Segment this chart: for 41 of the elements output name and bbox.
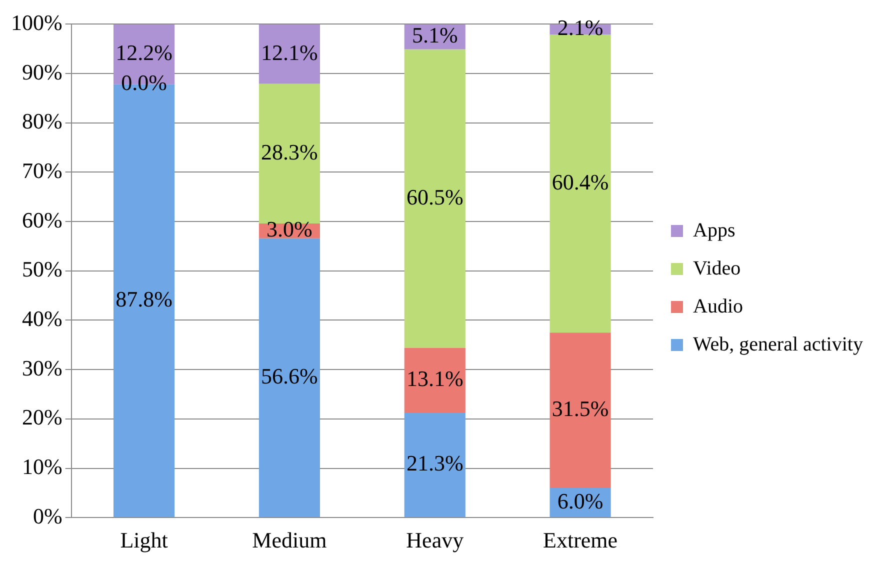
data-label: 28.3%: [261, 140, 318, 164]
data-label: 6.0%: [557, 488, 604, 514]
x-tick-label: Extreme: [543, 528, 618, 553]
data-label: 60.4%: [552, 169, 609, 194]
data-label: 2.1%: [557, 15, 604, 40]
data-label: 5.1%: [412, 22, 458, 48]
data-label: 13.1%: [406, 366, 464, 391]
bar: [550, 34, 611, 333]
y-tick-label: 90%: [22, 59, 62, 84]
y-tick-label: 60%: [22, 207, 62, 232]
data-label: 3.0%: [266, 216, 312, 242]
data-label: 56.6%: [261, 364, 318, 388]
y-tick-label: 50%: [22, 256, 62, 282]
legend-label: Apps: [693, 219, 736, 242]
data-label: 31.5%: [552, 396, 609, 422]
y-tick-label: 30%: [22, 355, 62, 380]
bar: [550, 332, 611, 488]
x-tick-label: Heavy: [406, 528, 464, 553]
bar: [404, 412, 466, 518]
y-tick-label: 100%: [11, 10, 62, 35]
legend-label: Audio: [693, 295, 743, 318]
bar: [404, 49, 466, 348]
data-label: 60.5%: [406, 184, 464, 210]
bar: [404, 348, 466, 413]
legend-label: Web, general activity: [693, 333, 863, 356]
legend-label: Video: [693, 257, 741, 280]
y-tick-label: 80%: [22, 108, 62, 134]
data-label: 87.8%: [116, 286, 172, 312]
x-tick-label: Light: [120, 528, 168, 553]
y-tick-label: 10%: [22, 454, 62, 480]
y-tick-label: 0%: [33, 503, 62, 528]
y-tick-label: 20%: [22, 404, 62, 430]
y-tick-label: 70%: [22, 158, 62, 183]
data-label: 21.3%: [406, 450, 464, 476]
bar: [258, 238, 320, 518]
data-label: 12.1%: [261, 40, 318, 65]
data-label: 0.0%: [121, 70, 167, 96]
bar: [258, 24, 320, 84]
x-tick-label: Medium: [252, 528, 327, 553]
data-label: 12.2%: [116, 40, 172, 66]
y-tick-label: 40%: [22, 306, 62, 332]
